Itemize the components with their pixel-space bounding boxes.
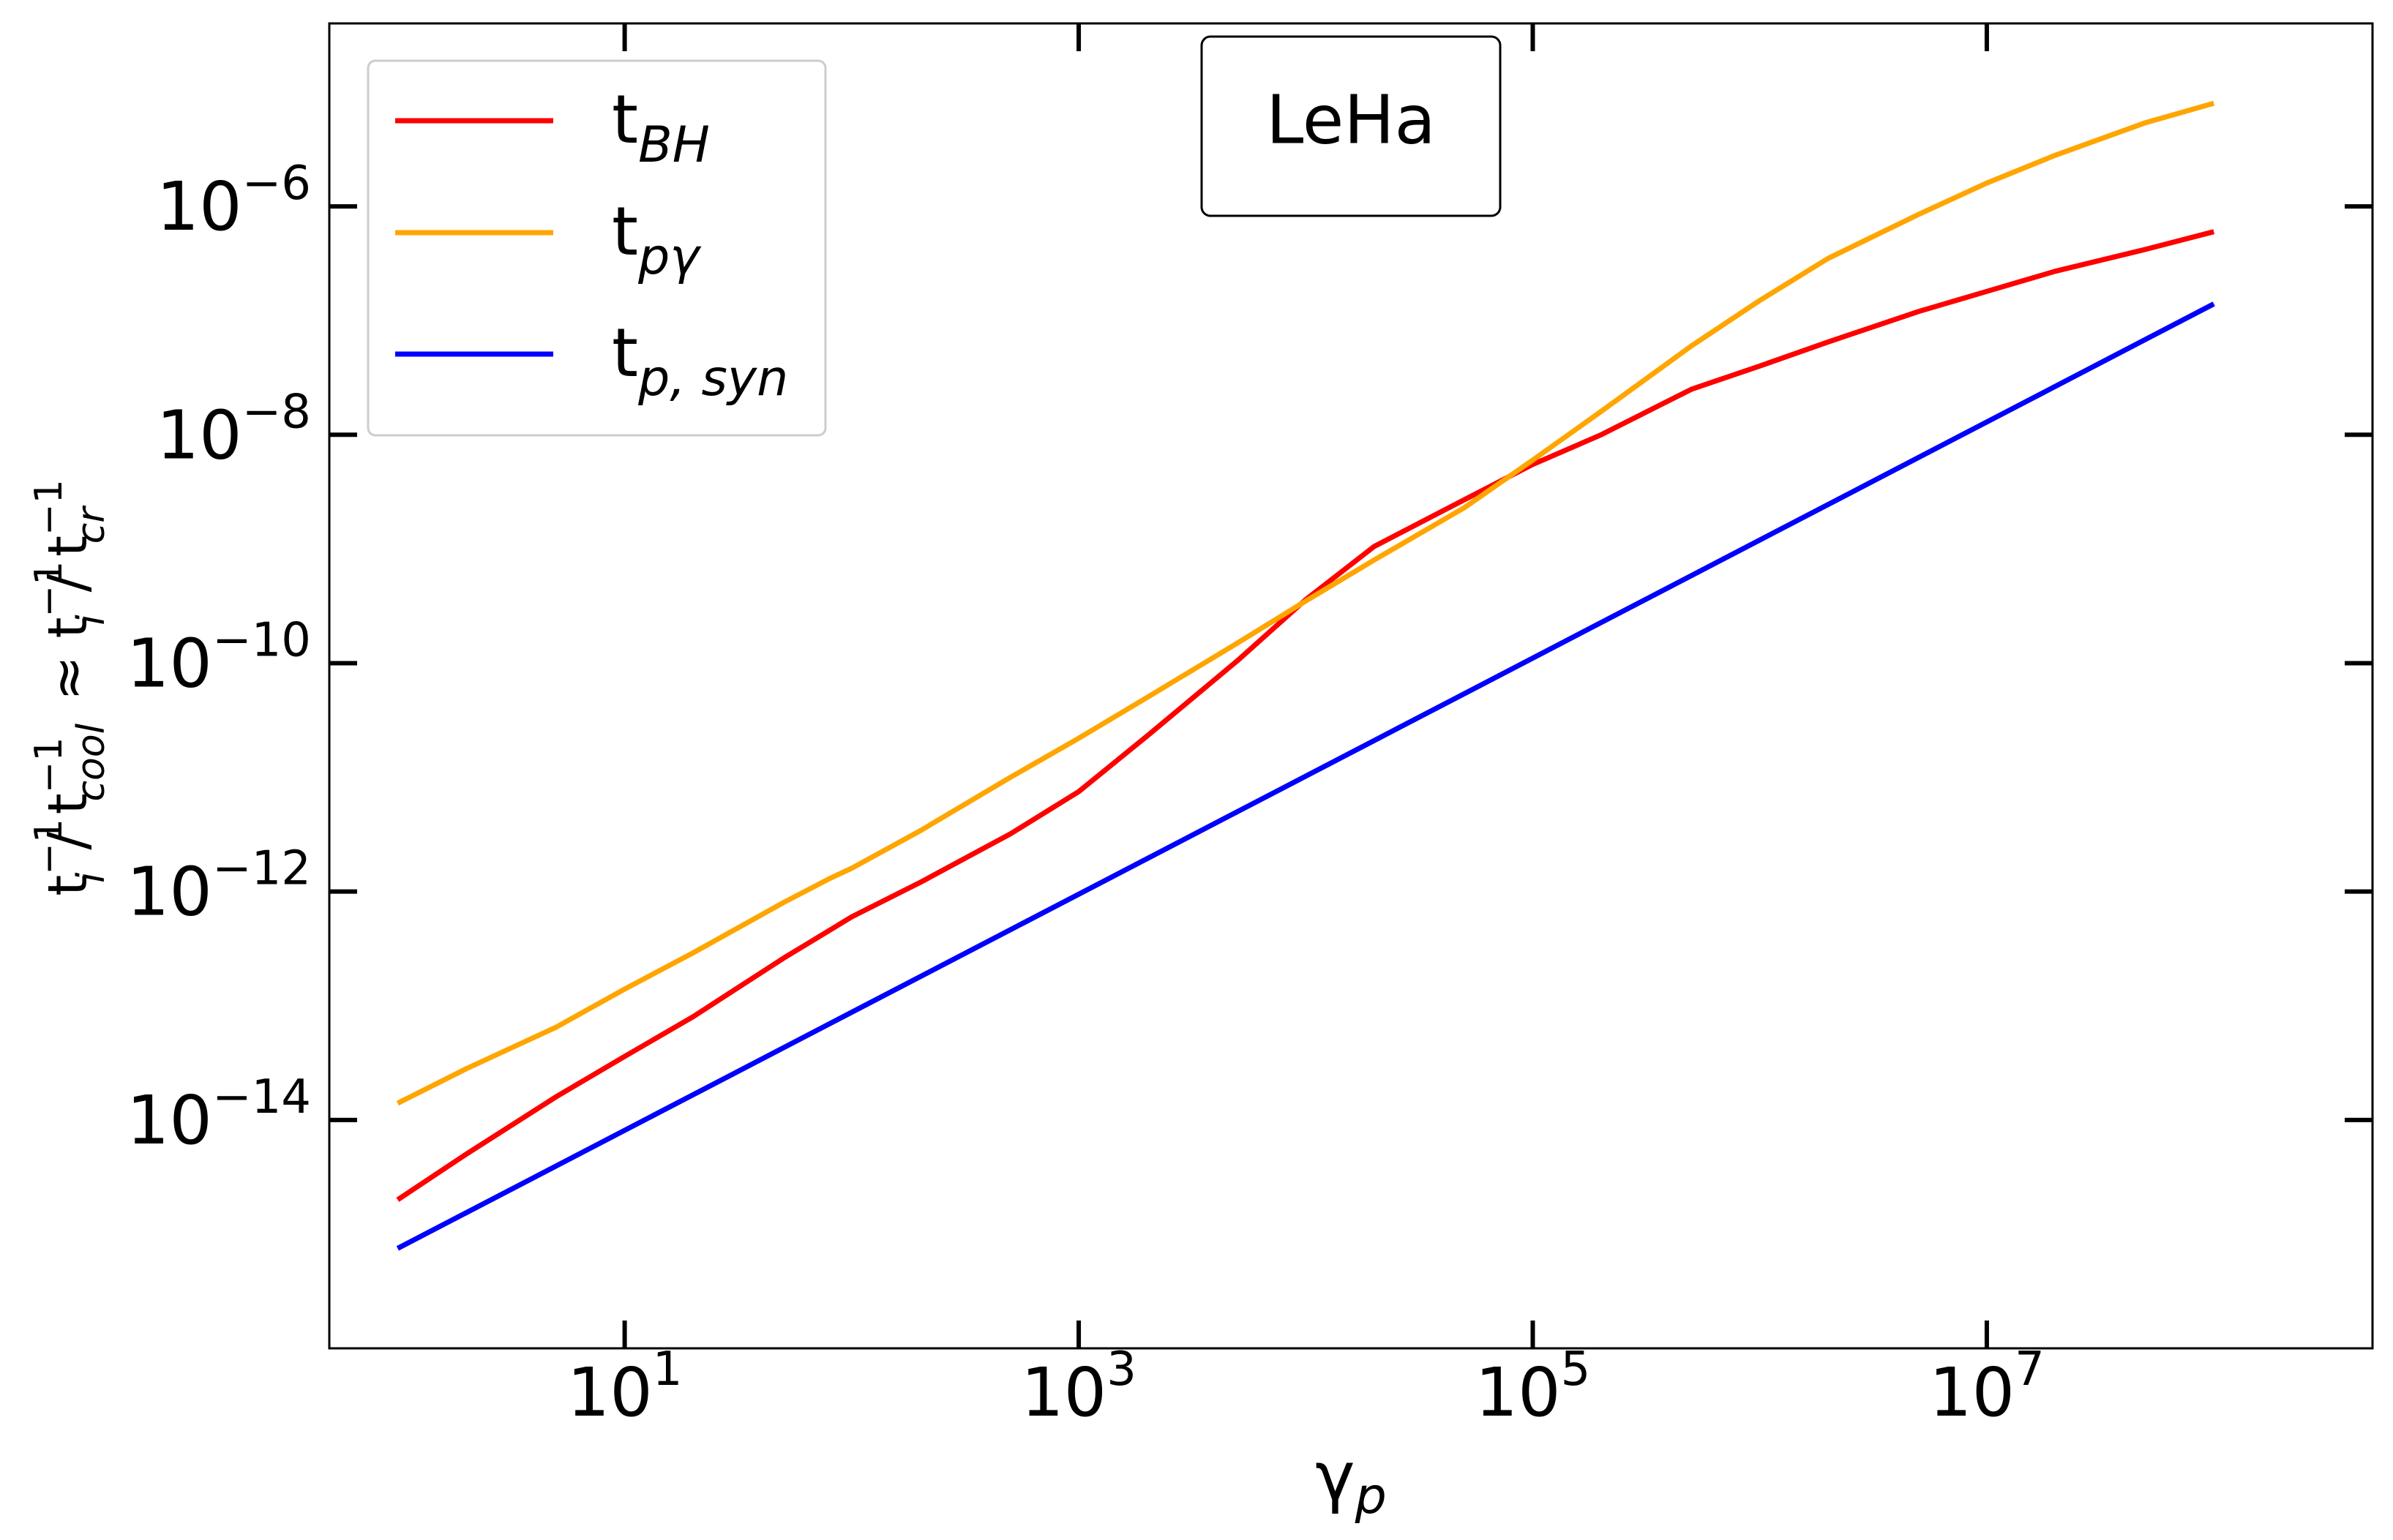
annotation-label: LeHa (1266, 80, 1436, 159)
x-tick-label-3: 107 (1929, 1342, 2045, 1432)
y-tick-label-4: 10−6 (157, 157, 311, 246)
y-axis-label: t−1i / t−1cool ≈ t−1i / t−1cr (27, 479, 113, 895)
plot-frame (328, 22, 2374, 1350)
axis-ticks (329, 23, 2373, 1348)
y-tick-label-1: 10−12 (127, 842, 311, 931)
legend-label-2: tp, syn (612, 314, 788, 407)
legend-label-0: tBH (612, 80, 710, 174)
x-tick-label-1: 103 (1021, 1342, 1136, 1432)
series-line-1 (396, 100, 2215, 1106)
annotation-box: LeHa (1200, 35, 1502, 217)
x-tick-labels: 101 103 105 107 (567, 1342, 2045, 1432)
y-tick-label-2: 10−10 (127, 613, 311, 702)
y-axis-label-text: t−1i / t−1cool ≈ t−1i / t−1cr (27, 479, 113, 895)
legend-frame (367, 59, 827, 437)
annotation-frame (1200, 35, 1502, 217)
series-line-2 (396, 301, 2215, 1251)
legend: tBH tpγ tp, syn (367, 59, 827, 437)
x-axis-label-text: γp (1315, 1438, 1387, 1525)
x-axis-label: γp (1315, 1438, 1387, 1525)
x-tick-label-2: 105 (1475, 1342, 1591, 1432)
y-tick-labels: 10−14 10−12 10−10 10−8 10−6 (127, 157, 311, 1160)
x-tick-label-0: 101 (567, 1342, 683, 1432)
y-tick-label-3: 10−8 (157, 385, 311, 474)
legend-label-1: tpγ (612, 192, 702, 286)
plot-series (396, 100, 2215, 1251)
y-tick-label-0: 10−14 (127, 1070, 311, 1160)
